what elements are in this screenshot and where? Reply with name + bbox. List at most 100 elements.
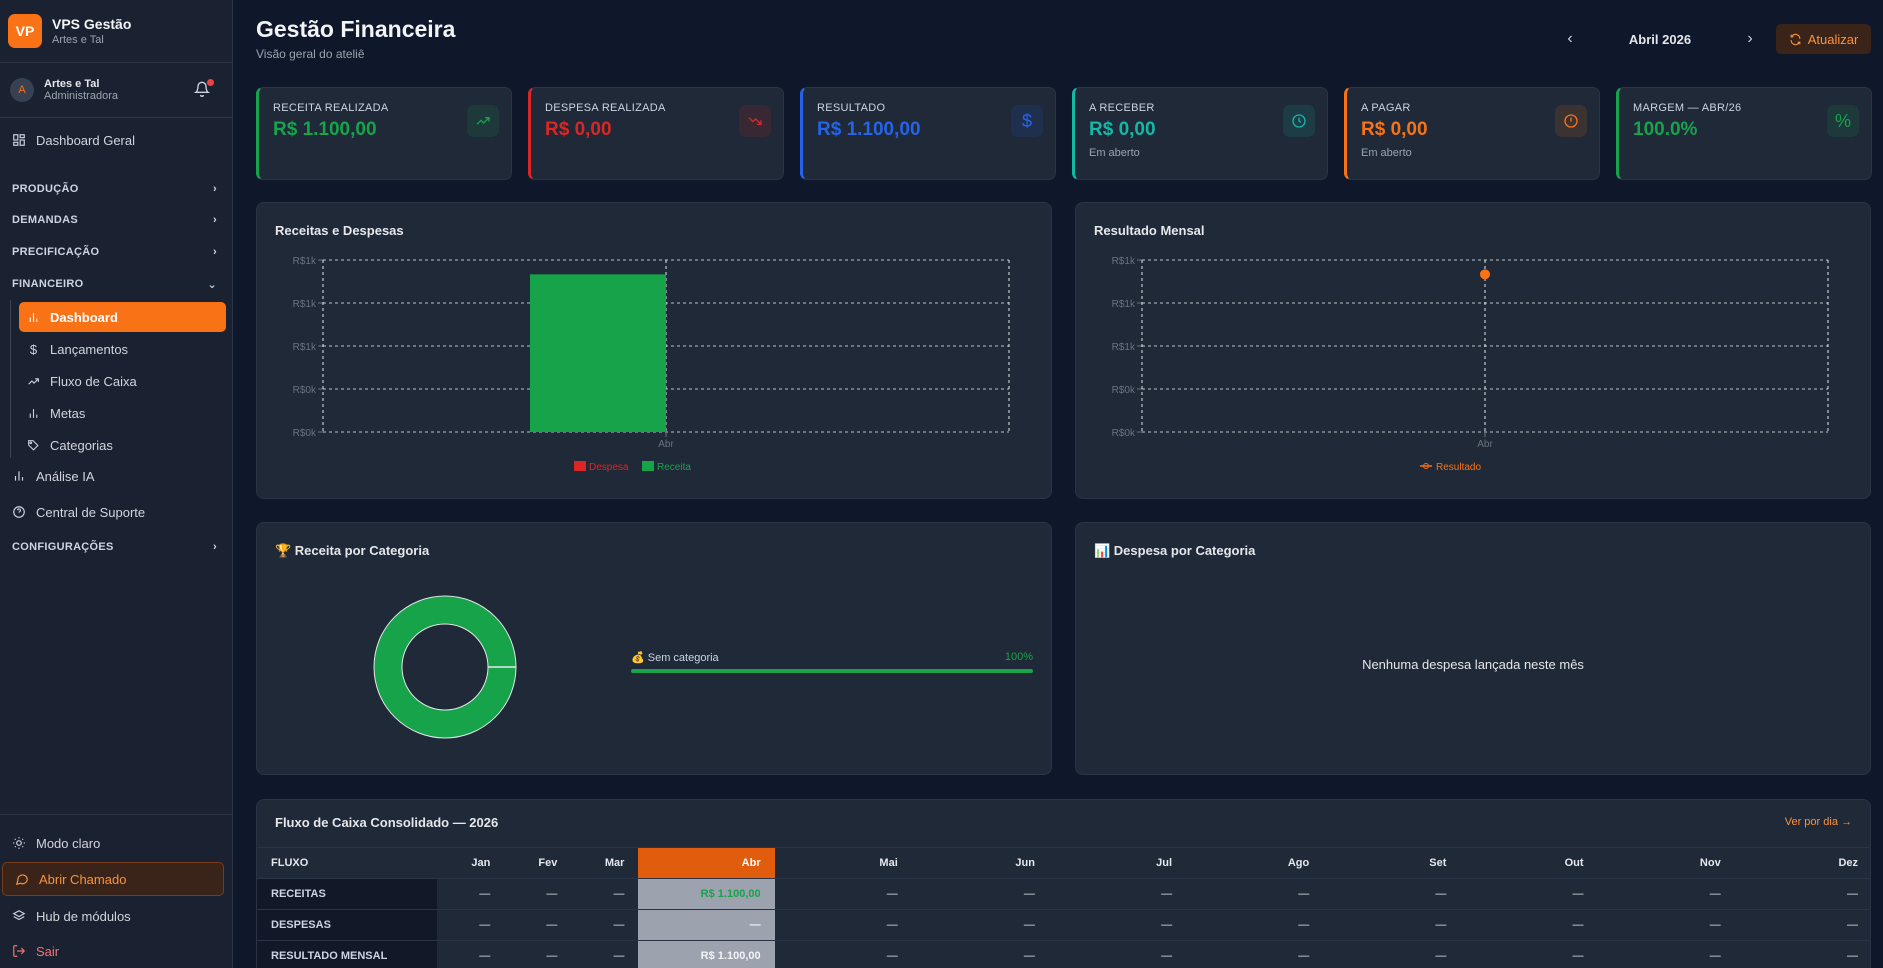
table-cell: — (571, 878, 639, 910)
nav-analise-ia[interactable]: Análise IA (0, 460, 233, 492)
brand-logo: VP (8, 14, 42, 48)
clock-icon (1283, 105, 1315, 137)
table-cell: — (1460, 940, 1598, 968)
avatar: A (10, 78, 34, 102)
hub-modulos[interactable]: Hub de módulos (0, 901, 233, 931)
table-cell: — (1186, 878, 1324, 910)
section-configuracoes[interactable]: CONFIGURAÇÕES › (12, 532, 217, 562)
chevron-down-icon: ⌄ (207, 278, 217, 291)
chevron-right-icon[interactable]: › (1747, 30, 1753, 47)
hub-modulos-label: Hub de módulos (36, 908, 131, 924)
kpi-sub: Em aberto (1089, 147, 1140, 159)
tag-icon (28, 439, 39, 451)
table-cell: — (504, 940, 572, 968)
section-producao[interactable]: PRODUÇÃO › (12, 174, 217, 204)
refresh-icon (1790, 33, 1801, 45)
kpi-card: A RECEBER R$ 0,00 Em aberto (1072, 87, 1328, 180)
sidebar-item-lancamentos[interactable]: $ Lançamentos (19, 334, 226, 364)
dollar-icon: $ (29, 341, 38, 357)
nav-suporte[interactable]: Central de Suporte (0, 496, 233, 528)
table-cell: — (437, 940, 505, 968)
refresh-button[interactable]: Atualizar (1776, 24, 1871, 54)
y-tick-label: R$0k (1112, 385, 1136, 396)
chevron-right-icon: › (213, 541, 217, 553)
refresh-label: Atualizar (1807, 31, 1859, 47)
table-cell: — (911, 878, 1049, 910)
table-cell: — (774, 878, 912, 910)
open-ticket-button[interactable]: Abrir Chamado (2, 862, 224, 896)
table-cell: — (1048, 940, 1187, 968)
table-cell: — (1186, 940, 1324, 968)
kpi-sub: Em aberto (1361, 147, 1412, 159)
brand: VP VPS Gestão Artes e Tal (0, 0, 232, 63)
column-header-fluxo: FLUXO (257, 847, 438, 879)
alert-icon (1555, 105, 1587, 137)
table-cell: — (437, 909, 505, 941)
sidebar-item-metas[interactable]: Metas (19, 398, 226, 428)
table-cell: — (1597, 940, 1735, 968)
table-cell: — (1048, 909, 1187, 941)
table-cell: — (571, 909, 639, 941)
nav-dashboard-geral-label: Dashboard Geral (36, 132, 135, 148)
table-cell: — (1597, 878, 1735, 910)
ver-por-dia-link[interactable]: Ver por dia → (1784, 816, 1852, 828)
table-cell: — (1186, 909, 1324, 941)
table-cell: R$ 1.100,00 (638, 940, 775, 968)
open-ticket-label: Abrir Chamado (39, 871, 127, 887)
sidebar-item-label: Categorias (50, 437, 113, 453)
dollar-icon: $ (1011, 105, 1043, 137)
column-header-month: Abr (638, 847, 775, 879)
receitas-despesas-card: Receitas e Despesas R$1k R$1k R$1k R$0k R$0k… (256, 202, 1052, 499)
section-financeiro[interactable]: FINANCEIRO ⌄ (12, 269, 217, 299)
row-label: RECEITAS (257, 878, 438, 910)
row-label: RESULTADO MENSAL (257, 940, 438, 968)
chart-title: Receitas e Despesas (275, 223, 404, 238)
kpi-label: RESULTADO (817, 102, 886, 114)
table-cell: — (911, 909, 1049, 941)
legend-label: Receita (657, 462, 691, 473)
kpi-label: A PAGAR (1361, 102, 1411, 114)
sidebar-item-dashboard[interactable]: Dashboard (19, 302, 226, 332)
sidebar-item-categorias[interactable]: Categorias (19, 430, 226, 460)
table-cell: — (774, 909, 912, 941)
section-demandas-label: DEMANDAS (12, 214, 78, 226)
kpi-label: MARGEM — ABR/26 (1633, 102, 1742, 114)
kpi-value: R$ 0,00 (1361, 119, 1428, 140)
y-tick-label: R$0k (293, 428, 317, 439)
kpi-card: MARGEM — ABR/26 100.0%% (1616, 87, 1872, 180)
section-configuracoes-label: CONFIGURAÇÕES (12, 541, 114, 553)
kpi-value: R$ 0,00 (1089, 119, 1156, 140)
chevron-right-icon: › (213, 246, 217, 258)
y-tick-label: R$0k (293, 385, 317, 396)
table-cell: — (571, 940, 639, 968)
sidebar-item-label: Fluxo de Caixa (50, 373, 137, 389)
chevron-left-icon[interactable]: ‹ (1567, 30, 1573, 47)
sidebar-item-fluxo-caixa[interactable]: Fluxo de Caixa (19, 366, 226, 396)
x-tick-label: Abr (1477, 439, 1493, 450)
trending-up-icon (467, 105, 499, 137)
user-role: Administradora (44, 90, 118, 102)
despesa-categoria-card: 📊 Despesa por Categoria Nenhuma despesa … (1075, 522, 1871, 775)
main-content: Gestão Financeira Visão geral do ateliê … (233, 0, 1883, 968)
bell-icon[interactable] (193, 79, 214, 99)
kpi-card: RECEITA REALIZADA R$ 1.100,00 (256, 87, 512, 180)
section-demandas[interactable]: DEMANDAS › (12, 205, 217, 235)
theme-toggle[interactable]: Modo claro (0, 828, 233, 858)
kpi-label: DESPESA REALIZADA (545, 102, 666, 114)
column-header-month: Mai (774, 847, 912, 879)
table-cell: — (638, 909, 775, 941)
resultado-mensal-card: Resultado Mensal R$1k R$1k R$1k R$0k R$0k Abr… (1075, 202, 1871, 499)
kpi-label: A RECEBER (1089, 102, 1155, 114)
y-tick-label: R$1k (1112, 256, 1136, 267)
section-precificacao[interactable]: PRECIFICAÇÃO › (12, 237, 217, 267)
user-name: Artes e Tal (44, 78, 100, 90)
logout-button[interactable]: Sair (0, 936, 233, 966)
column-header-month: Dez (1734, 847, 1870, 879)
theme-toggle-label: Modo claro (36, 835, 101, 851)
receita-categoria-donut (373, 595, 517, 739)
row-label: DESPESAS (257, 909, 438, 941)
nav-dashboard-geral[interactable]: Dashboard Geral (0, 124, 233, 156)
brand-title: VPS Gestão (52, 16, 132, 32)
column-header-month: Ago (1186, 847, 1324, 879)
notification-dot (207, 79, 214, 86)
